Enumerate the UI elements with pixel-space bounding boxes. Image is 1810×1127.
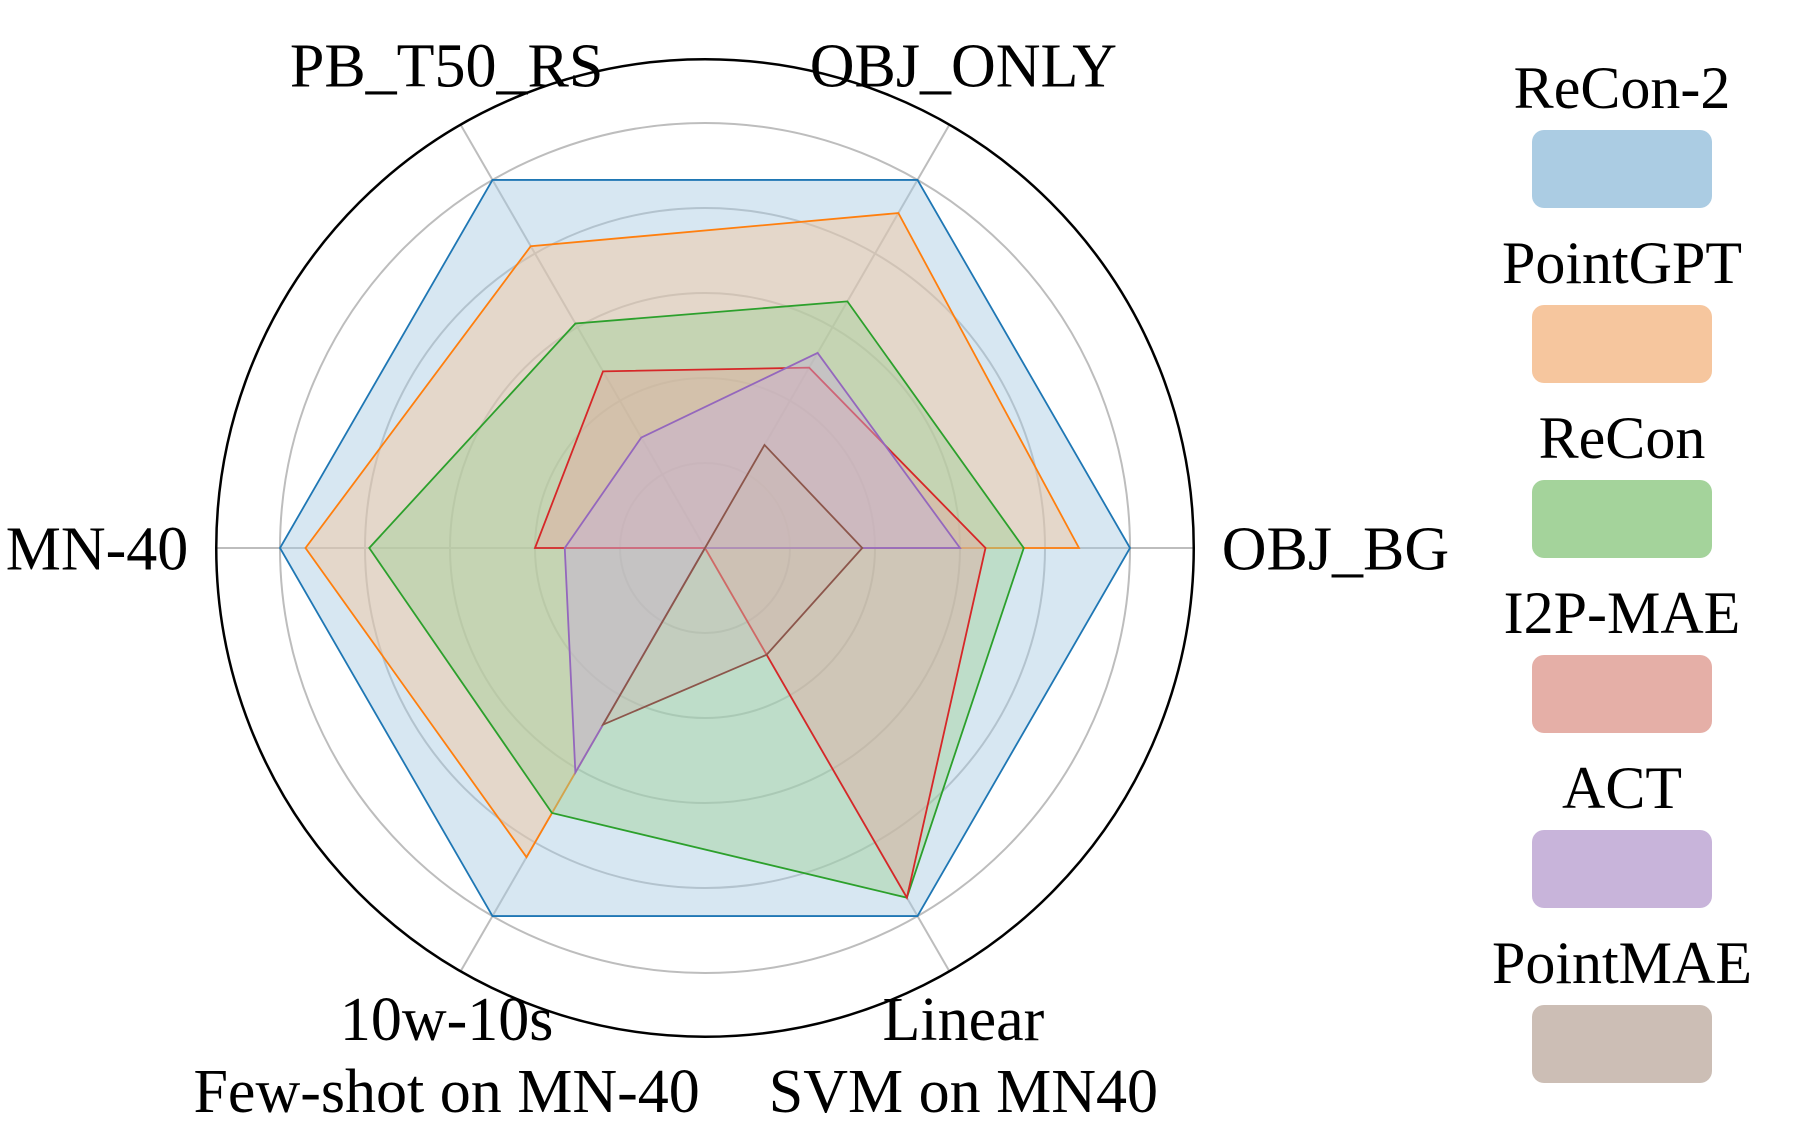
legend-swatch-recon-2 xyxy=(1532,130,1712,208)
series-pointmae-area xyxy=(600,443,864,727)
legend-label-recon: ReCon xyxy=(1539,405,1706,471)
series-layer xyxy=(278,179,1132,917)
legend: ReCon-2 PointGPT ReCon I2P-MAE ACT PointMAE xyxy=(1492,55,1752,1083)
legend-label-pointgpt: PointGPT xyxy=(1502,230,1742,296)
legend-label-act: ACT xyxy=(1562,755,1682,821)
legend-label-i2p-mae: I2P-MAE xyxy=(1504,580,1741,646)
axis-label-fewshot-line-2: Few-shot on MN-40 xyxy=(193,1058,699,1122)
axis-label-linear_svm-line-1: Linear xyxy=(882,986,1044,1054)
axis-label-mn40: MN-40 xyxy=(6,516,189,584)
legend-swatch-pointgpt xyxy=(1532,305,1712,383)
legend-swatch-pointmae xyxy=(1532,1005,1712,1083)
axis-label-layer: OBJ_BG OBJ_ONLY PB_T50_RS MN-40 10w-10sFew-s… xyxy=(6,32,1449,1126)
legend-swatch-i2p-mae xyxy=(1532,655,1712,733)
spoke-pb_t50_rs xyxy=(459,124,706,549)
legend-label-pointmae: PointMAE xyxy=(1492,930,1752,996)
legend-swatch-recon xyxy=(1532,480,1712,558)
axis-label-obj_bg: OBJ_BG xyxy=(1222,516,1449,584)
series-i2p-mae-area xyxy=(533,366,987,901)
axis-label-fewshot-line-1: 10w-10s xyxy=(340,986,554,1054)
legend-swatch-act xyxy=(1532,830,1712,908)
axis-label-linear_svm-line-2: SVM on MN40 xyxy=(769,1058,1158,1122)
axis-label-obj_only: OBJ_ONLY xyxy=(810,32,1117,100)
legend-label-recon-2: ReCon-2 xyxy=(1514,55,1731,121)
outer-frame-circle xyxy=(215,58,1195,1038)
axis-label-pb_t50_rs: PB_T50_RS xyxy=(290,32,604,100)
